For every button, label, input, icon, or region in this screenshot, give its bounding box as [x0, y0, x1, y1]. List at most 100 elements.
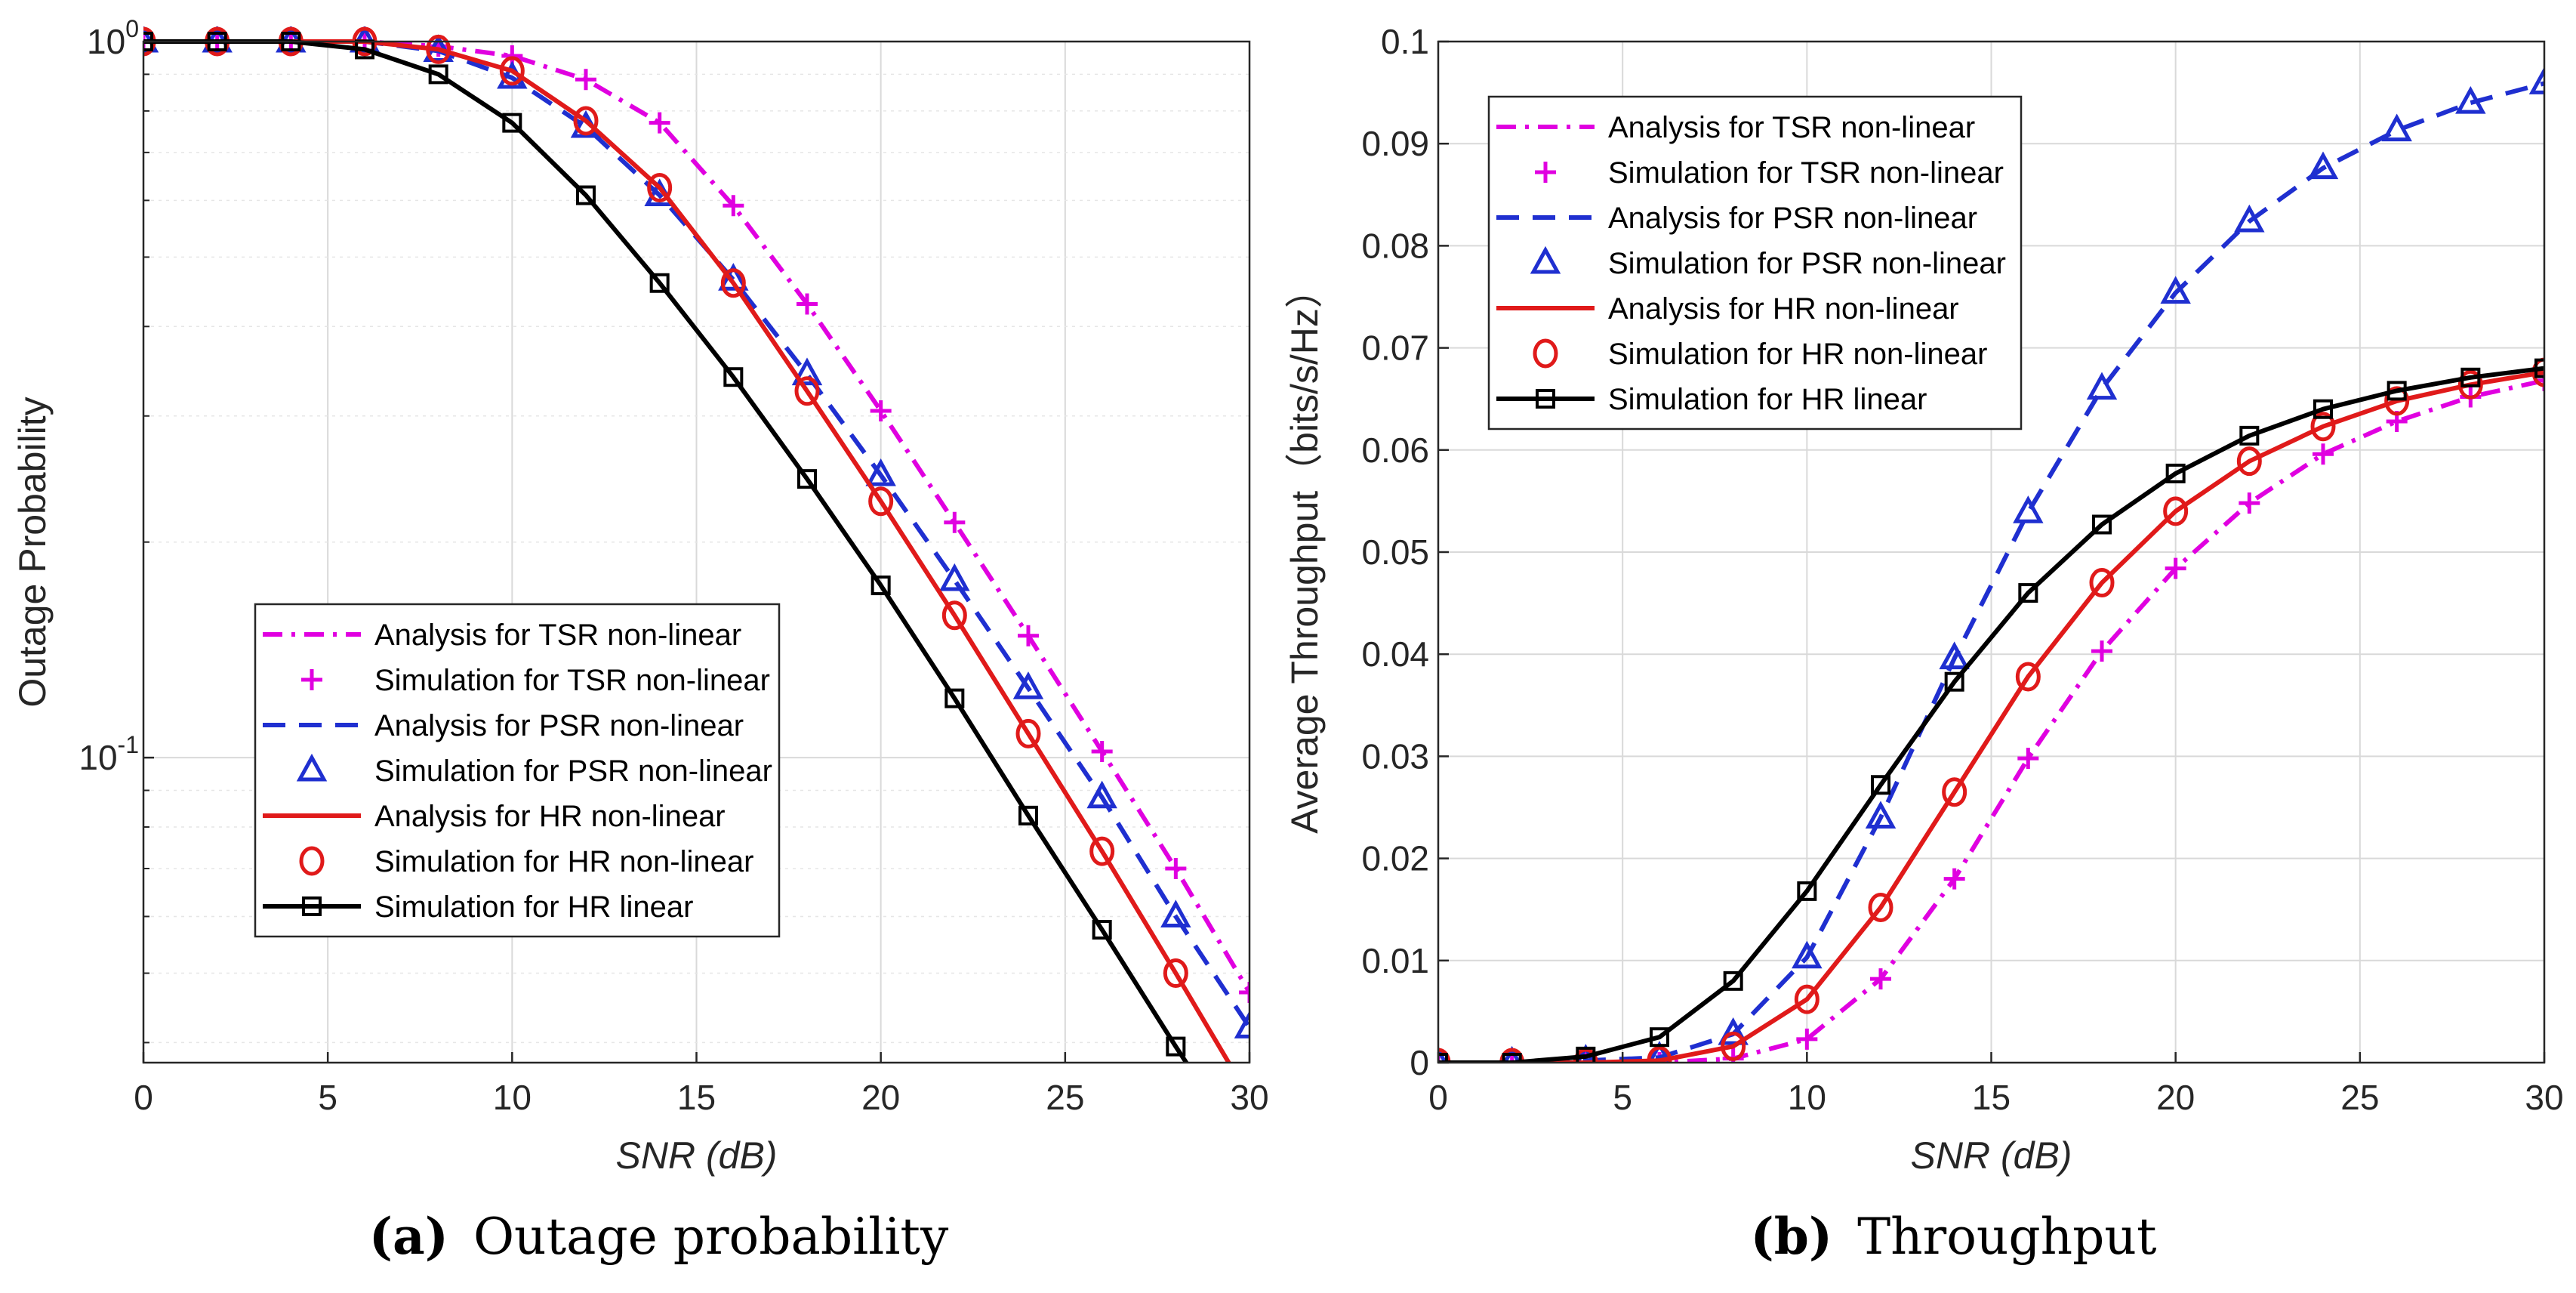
- data-point-simulation-for-hr-non-linear: [426, 34, 451, 64]
- legend-marker: [1535, 162, 1556, 183]
- data-point-simulation-for-hr-linear: [2165, 463, 2186, 483]
- y-tick-label: 0.08: [1361, 226, 1429, 265]
- panel-a-legend: Analysis for TSR non-linear Simulation fo…: [254, 603, 781, 938]
- legend-item-simulation-for-hr-non-linear: Simulation for HR non-linear: [299, 845, 753, 878]
- data-point-simulation-for-psr-non-linear: [1939, 641, 1970, 670]
- data-point-simulation-for-hr-non-linear: [794, 376, 820, 406]
- y-tick-label: 0.03: [1361, 736, 1429, 776]
- legend-label: Simulation for HR non-linear: [1608, 338, 1987, 371]
- y-tick-label: 0.1: [1381, 22, 1429, 61]
- legend-box: [254, 603, 781, 938]
- legend-box: [1487, 95, 2023, 430]
- x-tick-label: 0: [1428, 1078, 1448, 1117]
- data-point-simulation-for-hr-non-linear: [1868, 892, 1893, 922]
- data-point-simulation-for-tsr-non-linear: [723, 195, 744, 217]
- x-tick-label: 25: [2340, 1078, 2379, 1117]
- panel-b-caption: (b) Throughput: [1751, 1207, 2157, 1266]
- data-point-simulation-for-hr-linear: [649, 273, 670, 293]
- series-simulation-for-hr-linear: [143, 32, 1189, 1063]
- x-tick-label: 25: [1046, 1078, 1084, 1117]
- y-tick-label: 10-1: [79, 731, 139, 777]
- panel-b-y-axis-label: Average Throughput（bits/s/Hz）: [1283, 270, 1326, 834]
- panel-b-legend: Analysis for TSR non-linear Simulation fo…: [1487, 95, 2023, 430]
- y-tick-label: 0.01: [1361, 941, 1429, 980]
- data-point-simulation-for-hr-non-linear: [647, 173, 673, 203]
- legend-marker: [1536, 389, 1555, 409]
- data-point-simulation-for-psr-non-linear: [2234, 204, 2265, 233]
- data-point-simulation-for-hr-linear: [1871, 775, 1890, 795]
- data-point-simulation-for-tsr-non-linear: [649, 112, 670, 134]
- legend-marker: [302, 896, 322, 916]
- data-point-simulation-for-tsr-non-linear: [575, 69, 596, 91]
- data-point-simulation-for-hr-linear: [1797, 881, 1817, 901]
- data-point-simulation-for-psr-non-linear: [865, 458, 896, 486]
- legend-item-analysis-for-psr-non-linear: Analysis for PSR non-linear: [263, 709, 744, 742]
- legend-label: Simulation for TSR non-linear: [1608, 156, 2004, 190]
- data-point-simulation-for-tsr-non-linear: [1091, 740, 1113, 762]
- x-tick-label: 30: [2525, 1078, 2563, 1117]
- data-point-simulation-for-hr-linear: [1650, 1027, 1669, 1048]
- data-point-simulation-for-hr-linear: [428, 64, 448, 85]
- panel-b-throughput-chart: 0 5 10 15 20 25 30 0 0.01 0.02 0.03 0.04 0.05 0.06 0.0…: [1283, 22, 2564, 1266]
- data-point-simulation-for-hr-linear: [1944, 671, 1964, 692]
- data-point-simulation-for-hr-linear: [1018, 805, 1038, 825]
- data-point-simulation-for-hr-non-linear: [1573, 1048, 1598, 1063]
- data-point-simulation-for-hr-non-linear: [1942, 777, 1967, 807]
- data-point-simulation-for-hr-linear: [1166, 1036, 1186, 1057]
- data-point-simulation-for-tsr-non-linear: [1870, 968, 1891, 990]
- x-tick-label: 15: [677, 1078, 716, 1117]
- legend-label: Simulation for PSR non-linear: [374, 755, 772, 788]
- legend-label: Simulation for HR linear: [374, 890, 693, 924]
- panel-b-caption-text: Throughput: [1857, 1208, 2156, 1266]
- legend-label: Analysis for PSR non-linear: [1608, 202, 1977, 235]
- data-point-simulation-for-psr-non-linear: [2086, 372, 2118, 400]
- data-point-simulation-for-hr-non-linear: [1499, 1048, 1525, 1063]
- data-point-simulation-for-psr-non-linear: [1086, 780, 1117, 809]
- data-point-simulation-for-hr-non-linear: [720, 268, 746, 298]
- panel-a-caption: (a) Outage probability: [369, 1207, 949, 1266]
- legend-item-simulation-for-tsr-non-linear: Simulation for TSR non-linear: [301, 664, 770, 697]
- data-point-simulation-for-hr-non-linear: [1163, 958, 1188, 989]
- data-point-simulation-for-hr-linear: [2092, 514, 2112, 535]
- data-point-simulation-for-hr-non-linear: [2015, 662, 2041, 692]
- legend-item-simulation-for-hr-non-linear: Simulation for HR non-linear: [1533, 338, 1987, 371]
- data-point-simulation-for-hr-linear: [2534, 358, 2544, 378]
- legend-item-simulation-for-tsr-non-linear: Simulation for TSR non-linear: [1535, 156, 2004, 190]
- data-point-simulation-for-psr-non-linear: [2013, 495, 2044, 523]
- y-tick-label: 100: [87, 15, 139, 61]
- data-point-simulation-for-psr-non-linear: [2160, 276, 2191, 304]
- data-point-simulation-for-hr-non-linear: [868, 486, 894, 517]
- data-point-simulation-for-psr-non-linear: [1234, 1011, 1249, 1038]
- data-point-simulation-for-hr-non-linear: [1015, 718, 1041, 748]
- data-point-simulation-for-hr-linear: [1723, 971, 1743, 991]
- legend-item-analysis-for-hr-non-linear: Analysis for HR non-linear: [1496, 292, 1959, 326]
- data-point-simulation-for-hr-non-linear: [573, 106, 599, 136]
- data-point-simulation-for-psr-non-linear: [1718, 1017, 1749, 1045]
- data-point-simulation-for-hr-non-linear: [2236, 446, 2262, 477]
- data-point-simulation-for-tsr-non-linear: [944, 511, 966, 533]
- legend-item-simulation-for-hr-linear: Simulation for HR linear: [263, 890, 693, 924]
- legend-label: Simulation for HR non-linear: [374, 845, 753, 878]
- data-point-simulation-for-hr-non-linear: [499, 56, 525, 86]
- data-point-simulation-for-hr-linear: [2460, 367, 2481, 387]
- data-point-simulation-for-psr-non-linear: [2455, 85, 2486, 114]
- y-tick-exponent: 0: [125, 15, 139, 42]
- data-point-simulation-for-hr-linear: [576, 185, 596, 205]
- data-point-simulation-for-hr-linear: [1502, 1053, 1522, 1063]
- data-point-simulation-for-tsr-non-linear: [1796, 1028, 1818, 1050]
- legend-item-analysis-for-tsr-non-linear: Analysis for TSR non-linear: [263, 619, 741, 652]
- data-point-simulation-for-hr-linear: [797, 469, 817, 489]
- data-point-simulation-for-hr-linear: [2018, 583, 2038, 603]
- data-point-simulation-for-tsr-non-linear: [1165, 857, 1187, 879]
- legend-marker: [301, 669, 322, 690]
- legend-label: Analysis for TSR non-linear: [1608, 111, 1975, 144]
- legend-label: Simulation for TSR non-linear: [374, 664, 770, 697]
- data-point-simulation-for-hr-linear: [944, 688, 965, 708]
- x-tick-label: 15: [1972, 1078, 2011, 1117]
- data-point-simulation-for-tsr-non-linear: [797, 293, 818, 315]
- legend-label: Analysis for PSR non-linear: [374, 709, 744, 742]
- x-tick-label: 20: [861, 1078, 900, 1117]
- series-simulation-for-hr-linear: [1438, 358, 2544, 1063]
- legend-marker: [1530, 245, 1561, 274]
